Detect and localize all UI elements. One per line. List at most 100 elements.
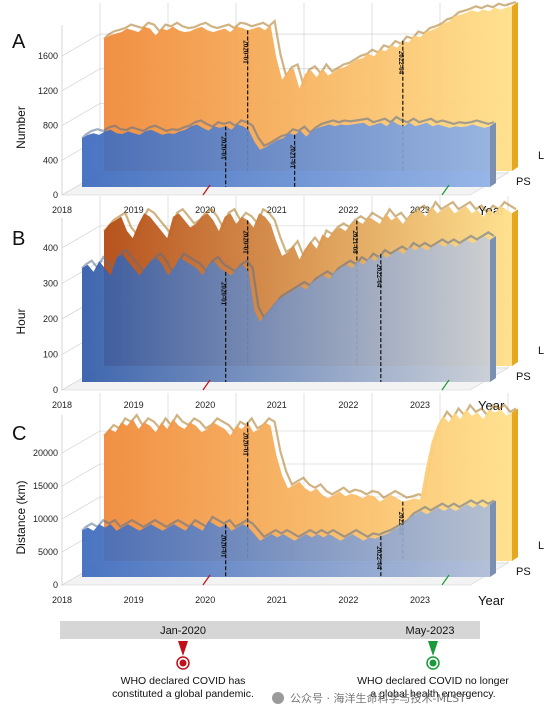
annotation-label: 2020-01 xyxy=(220,136,228,160)
series-label-PS: PS xyxy=(516,176,531,188)
left-marker-dot xyxy=(179,659,187,667)
y-tick-label: 1200 xyxy=(38,86,58,96)
pandemic-marker xyxy=(202,379,211,391)
annotation-label: 2022-04 xyxy=(375,264,383,288)
y-tick-label: 0 xyxy=(53,580,58,590)
annotation-label: 2020-01 xyxy=(242,40,250,64)
pandemic-marker xyxy=(202,574,211,586)
x-tick-label: 2018 xyxy=(52,595,72,605)
y-tick-label: 15000 xyxy=(33,481,58,491)
grid-line xyxy=(61,68,101,92)
panel-C: 0 5000 10000 15000 20000 LL 2020-01 2022-04 PS 20… xyxy=(12,393,545,608)
panel-B: 0 100 200 300 400 LL 2020-01 2021-08 PS 2020-01 20… xyxy=(12,196,545,413)
annotation-label: 2022-04 xyxy=(397,51,405,75)
annotation-label: 2020-01 xyxy=(220,282,228,306)
y-tick-label: 100 xyxy=(43,349,58,359)
series-PS-side xyxy=(490,122,496,187)
annotation-label: 2020-01 xyxy=(242,230,250,254)
annotation-label: 2020-01 xyxy=(220,534,228,558)
annotation-label: 2022-04 xyxy=(375,546,383,570)
y-tick-label: 400 xyxy=(43,155,58,165)
y-tick-label: 10000 xyxy=(33,514,58,524)
emergency-end-marker xyxy=(441,379,450,391)
right-marker-dot xyxy=(429,659,437,667)
x-tick-label: 2021 xyxy=(267,205,287,215)
series-PS-edge xyxy=(81,115,495,148)
left-pin-icon xyxy=(178,641,188,656)
grid-line xyxy=(61,225,101,249)
series-PS-area xyxy=(82,236,490,382)
wechat-icon xyxy=(272,692,284,704)
y-tick-label: 400 xyxy=(43,243,58,253)
x-tick-label: 2018 xyxy=(52,205,72,215)
series-PS-area xyxy=(82,504,490,577)
timeline-left-label: Jan-2020 xyxy=(160,625,206,637)
x-tick-label: 2023 xyxy=(410,595,430,605)
y-axis-title: Number xyxy=(14,106,28,149)
x-tick-label: 2021 xyxy=(267,400,287,410)
watermark: 公众号 · 海洋生命科学与技术-MLST xyxy=(272,691,466,705)
timeline-bar xyxy=(60,621,480,639)
x-tick-label: 2023 xyxy=(410,400,430,410)
emergency-end-marker xyxy=(441,574,450,586)
y-axis-title: Distance (km) xyxy=(14,480,28,554)
y-tick-label: 800 xyxy=(43,121,58,131)
x-tick-label: 2019 xyxy=(124,205,144,215)
y-tick-label: 0 xyxy=(53,190,58,200)
series-label-LL: LL xyxy=(538,345,545,357)
series-label-LL: LL xyxy=(538,540,545,552)
y-tick-label: 0 xyxy=(53,385,58,395)
annotation-label: 2021-08 xyxy=(351,230,359,254)
panel-A: 0 400 800 1200 1600 LL 2020-01 2022-04 PS 2020-01… xyxy=(12,0,545,218)
x-tick-label: 2021 xyxy=(267,595,287,605)
x-axis-title: Year xyxy=(478,593,505,608)
x-tick-label: 2022 xyxy=(338,595,358,605)
emergency-end-marker xyxy=(441,184,450,196)
panel-letter: C xyxy=(12,423,26,445)
annotation-label: 2020-01 xyxy=(242,432,250,456)
series-PS-side xyxy=(490,235,496,382)
series-label-PS: PS xyxy=(516,371,531,383)
panel-letter: A xyxy=(12,31,26,53)
panel-letter: B xyxy=(12,228,25,250)
y-tick-label: 200 xyxy=(43,314,58,324)
x-tick-label: 2020 xyxy=(195,400,215,410)
x-tick-label: 2020 xyxy=(195,205,215,215)
left-desc-line1: WHO declared COVID has xyxy=(121,675,246,687)
watermark-text: 公众号 · 海洋生命科学与技术-MLST xyxy=(290,691,466,705)
x-tick-label: 2022 xyxy=(338,205,358,215)
grid-line xyxy=(61,463,101,487)
timeline-right-label: May-2023 xyxy=(406,625,455,637)
series-LL-edge xyxy=(103,0,517,88)
grid-line xyxy=(61,33,101,57)
y-tick-label: 5000 xyxy=(38,547,58,557)
series-LL-side xyxy=(512,2,518,171)
grid-line xyxy=(61,261,101,284)
timeline: Jan-2020 May-2023 WHO declared COVID has… xyxy=(60,621,509,700)
grid-line xyxy=(61,430,101,454)
series-PS-side xyxy=(490,500,496,577)
series-label-LL: LL xyxy=(538,150,545,162)
grid-line xyxy=(61,496,101,520)
y-tick-label: 1600 xyxy=(38,51,58,61)
x-tick-label: 2019 xyxy=(124,400,144,410)
y-tick-label: 20000 xyxy=(33,448,58,458)
x-tick-label: 2018 xyxy=(52,400,72,410)
annotation-label: 2021-01 xyxy=(289,145,297,169)
series-LL-side xyxy=(512,408,518,561)
y-axis-title: Hour xyxy=(14,308,28,334)
x-tick-label: 2022 xyxy=(338,400,358,410)
series-LL-side xyxy=(512,209,518,366)
series-label-PS: PS xyxy=(516,566,531,578)
left-desc-line2: constituted a global pandemic. xyxy=(112,688,254,700)
series-PS-area xyxy=(82,121,490,187)
grid-line xyxy=(61,103,101,126)
right-desc-line2: a global health emergency. xyxy=(370,688,495,700)
right-desc-line1: WHO declared COVID no longer xyxy=(357,675,509,687)
right-pin-icon xyxy=(428,641,438,656)
pandemic-marker xyxy=(202,184,211,196)
x-tick-label: 2020 xyxy=(195,595,215,605)
y-tick-label: 300 xyxy=(43,278,58,288)
series-PS-edge xyxy=(81,499,495,539)
